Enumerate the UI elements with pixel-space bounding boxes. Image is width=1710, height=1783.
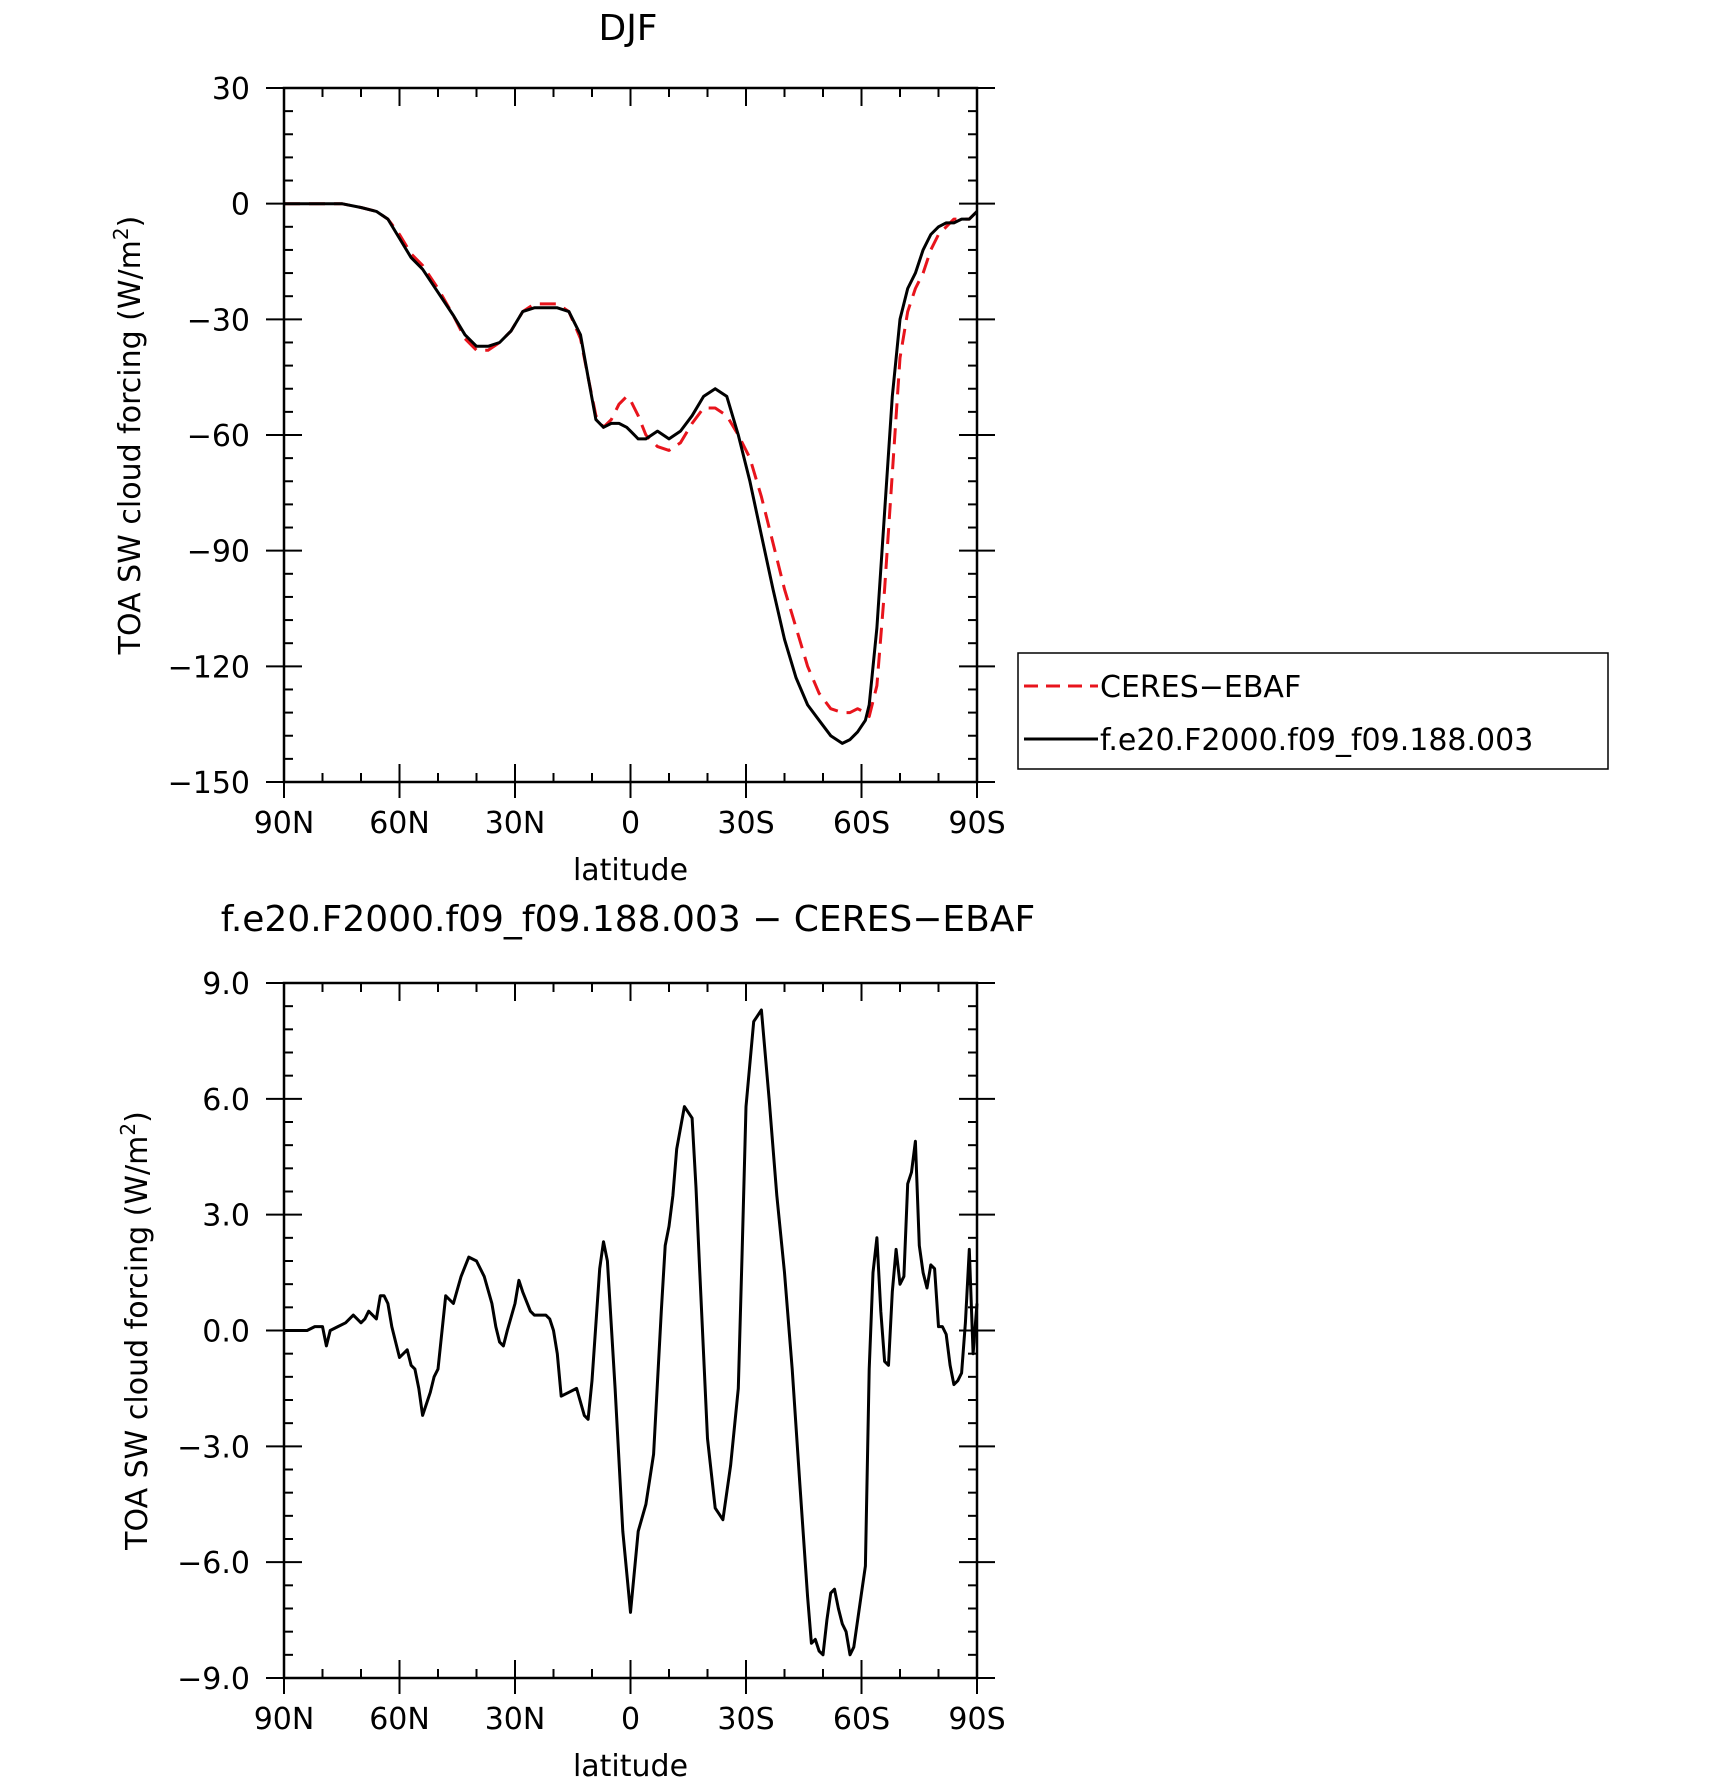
x-tick-label: 90S	[948, 1702, 1005, 1737]
plot-area: 90N 60N 30N 0 30S 60S 90S 9.0 6.0 3.0 0.0 −3.0 −6.0 −…	[177, 967, 1005, 1737]
legend-label-model: f.e20.F2000.f09_f09.188.003	[1100, 723, 1533, 758]
panel-title: DJF	[598, 8, 657, 49]
y-tick-label: 6.0	[202, 1083, 250, 1118]
y-tick-label: 30	[212, 72, 250, 107]
y-tick-label: −120	[168, 650, 250, 685]
x-axis-label: latitude	[573, 853, 688, 888]
x-tick-label: 90N	[254, 806, 315, 841]
series-line-ceres-ebaf	[284, 202, 979, 718]
y-tick-label: −60	[187, 419, 250, 454]
plot-frame	[282, 981, 979, 1680]
y-tick-label: 0.0	[202, 1315, 250, 1350]
x-tick-label: 30N	[485, 1702, 546, 1737]
y-tick-label: −30	[187, 303, 250, 338]
y-tick-label: −6.0	[177, 1546, 250, 1581]
y-tick-label: −90	[187, 535, 250, 570]
legend-box	[1017, 652, 1609, 770]
y-axis-label-close: )	[113, 216, 148, 228]
y-axis-label-close: )	[120, 1111, 155, 1123]
x-tick-label: 0	[621, 1702, 640, 1737]
y-tick-label: −3.0	[177, 1430, 250, 1465]
x-tick-label: 30N	[485, 806, 546, 841]
x-tick-label: 0	[621, 806, 640, 841]
x-tick-label: 60S	[833, 806, 890, 841]
y-axis-label-superscript: 2	[109, 227, 133, 240]
series-line-difference	[284, 1008, 979, 1657]
y-tick-label: −9.0	[177, 1662, 250, 1697]
x-tick-label: 90N	[254, 1702, 315, 1737]
difference-panel: f.e20.F2000.f09_f09.188.003 − CERES−EBAF…	[116, 899, 1035, 1783]
y-axis-label-main: TOA SW cloud forcing (W/m	[113, 240, 148, 655]
series-line-model	[284, 202, 979, 745]
x-tick-label: 30S	[717, 1702, 774, 1737]
y-tick-label: 3.0	[202, 1199, 250, 1234]
y-tick-label: 0	[231, 188, 250, 223]
x-tick-label: 60N	[369, 1702, 430, 1737]
x-axis-label: latitude	[573, 1749, 688, 1783]
djf-panel: DJF 90N 60N 30N 0 30S 60S 90S 30 0 −30 −60 −90 −120 −…	[109, 8, 1609, 888]
legend-label-ceres: CERES−EBAF	[1100, 670, 1301, 705]
y-axis-label-superscript: 2	[116, 1123, 140, 1136]
panel-title: f.e20.F2000.f09_f09.188.003 − CERES−EBAF	[221, 899, 1035, 940]
legend: CERES−EBAF f.e20.F2000.f09_f09.188.003	[1017, 652, 1609, 770]
x-tick-label: 60S	[833, 1702, 890, 1737]
plot-area: 90N 60N 30N 0 30S 60S 90S 30 0 −30 −60 −90 −120 −150	[168, 72, 1006, 841]
y-axis-label: TOA SW cloud forcing (W/m2)	[109, 216, 148, 656]
x-tick-label: 60N	[369, 806, 430, 841]
x-tick-label: 90S	[948, 806, 1005, 841]
y-tick-label: −150	[168, 766, 250, 801]
x-tick-label: 30S	[717, 806, 774, 841]
y-axis-label: TOA SW cloud forcing (W/m2)	[116, 1111, 155, 1551]
plot-frame	[282, 86, 979, 784]
y-axis-label-main: TOA SW cloud forcing (W/m	[120, 1136, 155, 1551]
y-tick-label: 9.0	[202, 967, 250, 1002]
